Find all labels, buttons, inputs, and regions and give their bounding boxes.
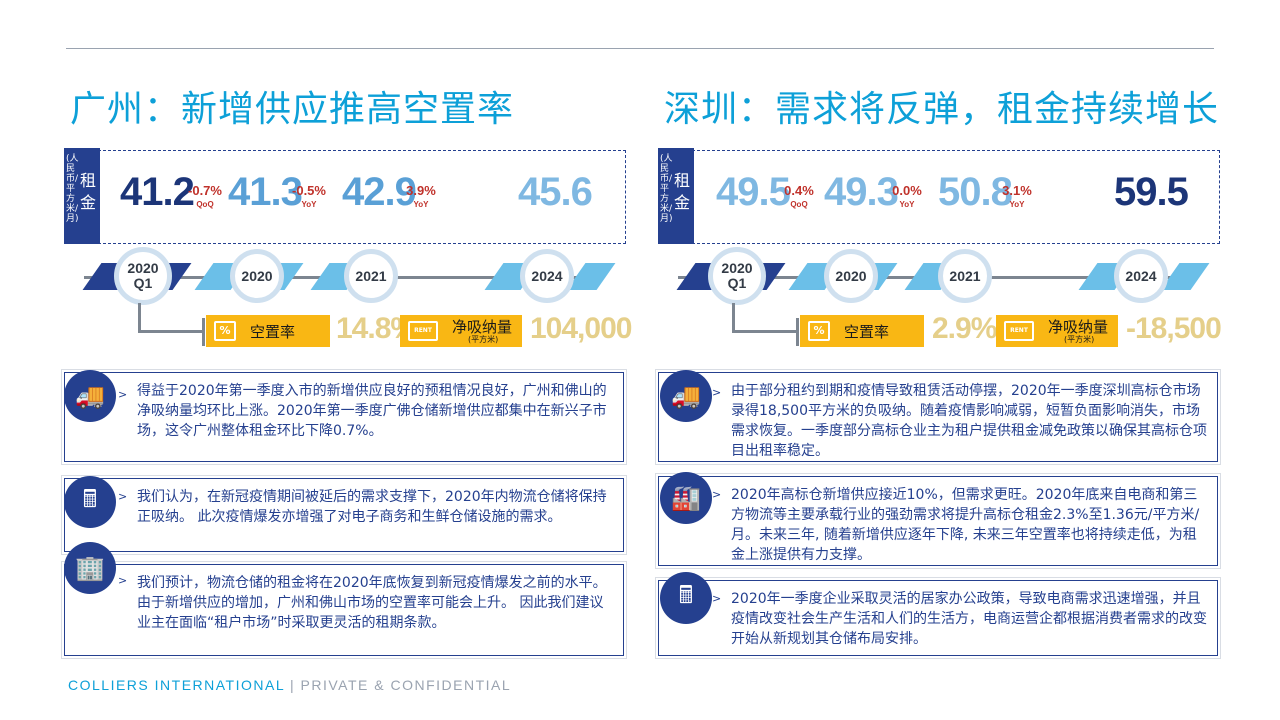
rent-change: -0.5% YoY	[292, 183, 326, 210]
rent-value: 45.6	[518, 170, 593, 214]
guangzhou-panel: 广州：新增供应推高空置率 (人民币/平方米/月) 租金 41.2 -0.7% Qo…	[61, 0, 644, 660]
percent-icon: %	[214, 321, 236, 341]
rent-value: 50.8	[938, 170, 1013, 214]
timeline-node: 2024	[1114, 249, 1168, 303]
chevron-right-icon: >	[118, 388, 128, 401]
text-card: 我们预计，物流仓储的租金将在2020年底恢复到新冠疫情爆发之前的水平。由于新增供…	[61, 561, 627, 659]
rent-change: 0.0% YoY	[892, 183, 922, 210]
timeline-node: 2020 Q1	[114, 247, 172, 305]
absorption-label: 净吸纳量	[1048, 318, 1109, 336]
rent-change: 0.4% QoQ	[784, 183, 814, 210]
top-divider	[66, 48, 1214, 49]
rent-label: 租金	[80, 171, 97, 212]
footer-company: COLLIERS INTERNATIONAL	[68, 677, 285, 693]
text-card: 由于部分租约到期和疫情导致租赁活动停摆，2020年一季度深圳高标仓市场录得18,…	[655, 369, 1221, 465]
absorption-label: 净吸纳量	[452, 318, 513, 336]
calculator-icon: 🖩	[64, 476, 116, 528]
rent-value: 41.2	[120, 170, 195, 214]
absorption-value: -18,500	[1126, 312, 1222, 345]
chevron-right-icon: >	[712, 592, 722, 605]
rent-sign-icon: RENT	[408, 321, 438, 341]
absorption-box: RENT 净吸纳量 (平方米)	[400, 315, 522, 347]
rent-value: 41.3	[228, 170, 303, 214]
rent-value: 59.5	[1114, 170, 1189, 214]
rent-tab: (人民币/平方米/月) 租金	[64, 148, 100, 244]
shenzhen-panel: 深圳：需求将反弹，租金持续增长 (人民币/平方米/月) 租金 49.5 0.4%…	[655, 0, 1238, 660]
rent-unit: (人民币/平方米/月)	[66, 154, 79, 224]
footer-separator: |	[289, 677, 296, 693]
absorption-unit: (平方米)	[468, 335, 499, 344]
bracket	[796, 318, 799, 346]
panel-title: 广州：新增供应推高空置率	[70, 89, 515, 130]
card-text: 我们预计，物流仓储的租金将在2020年底恢复到新冠疫情爆发之前的水平。由于新增供…	[137, 575, 607, 631]
truck-icon: 🚚	[660, 370, 712, 422]
timeline-node: 2021	[344, 249, 398, 303]
rent-change: 3.1% YoY	[1002, 183, 1032, 210]
chevron-right-icon: >	[118, 490, 128, 503]
card-text: 2020年高标仓新增供应接近10%，但需求更旺。2020年底来自电商和第三方物流…	[731, 487, 1200, 563]
panel-title: 深圳：需求将反弹，租金持续增长	[664, 89, 1220, 130]
absorption-unit: (平方米)	[1064, 335, 1095, 344]
footer-confidential: PRIVATE & CONFIDENTIAL	[300, 677, 512, 693]
bracket	[732, 330, 798, 333]
building-icon: 🏢	[64, 542, 116, 594]
text-card: 2020年一季度企业采取灵活的居家办公政策，导致电商需求迅速增强，并且疫情改变社…	[655, 577, 1221, 659]
card-text: 我们认为，在新冠疫情期间被延后的需求支撑下，2020年内物流仓储将保持正吸纳。 …	[137, 489, 607, 525]
timeline-node: 2020	[824, 249, 878, 303]
card-text: 由于部分租约到期和疫情导致租赁活动停摆，2020年一季度深圳高标仓市场录得18,…	[731, 383, 1207, 459]
warehouse-icon: 🏭	[660, 472, 712, 524]
calculator-icon: 🖩	[660, 572, 712, 624]
rent-value: 49.3	[824, 170, 899, 214]
rent-label: 租金	[674, 171, 691, 212]
timeline-node: 2020 Q1	[708, 247, 766, 305]
bracket	[732, 303, 735, 333]
footer: COLLIERS INTERNATIONAL | PRIVATE & CONFI…	[68, 677, 511, 693]
chevron-right-icon: >	[712, 386, 722, 399]
rent-sign-icon: RENT	[1004, 321, 1034, 341]
absorption-value: 104,000	[530, 312, 632, 345]
vacancy-box: % 空置率	[800, 315, 924, 347]
vacancy-label: 空置率	[844, 323, 890, 341]
bracket	[138, 330, 204, 333]
rent-value: 49.5	[716, 170, 791, 214]
rent-unit: (人民币/平方米/月)	[660, 154, 673, 224]
text-card: 2020年高标仓新增供应接近10%，但需求更旺。2020年底来自电商和第三方物流…	[655, 473, 1221, 569]
chevron-right-icon: >	[712, 488, 722, 501]
card-text: 2020年一季度企业采取灵活的居家办公政策，导致电商需求迅速增强，并且疫情改变社…	[731, 591, 1207, 647]
rent-change: -0.7% QoQ	[188, 183, 222, 210]
card-text: 得益于2020年第一季度入市的新增供应良好的预租情况良好，广州和佛山的净吸纳量均…	[137, 383, 607, 439]
timeline-node: 2020	[230, 249, 284, 303]
timeline-node: 2021	[938, 249, 992, 303]
truck-icon: 🚚	[64, 370, 116, 422]
bracket	[138, 303, 141, 333]
vacancy-label: 空置率	[250, 323, 296, 341]
vacancy-value: 2.9%	[932, 312, 997, 345]
chevron-right-icon: >	[118, 574, 128, 587]
bracket	[202, 318, 205, 346]
vacancy-box: % 空置率	[206, 315, 330, 347]
timeline-node: 2024	[520, 249, 574, 303]
text-card: 得益于2020年第一季度入市的新增供应良好的预租情况良好，广州和佛山的净吸纳量均…	[61, 369, 627, 465]
rent-tab: (人民币/平方米/月) 租金	[658, 148, 694, 244]
rent-value: 42.9	[342, 170, 417, 214]
absorption-box: RENT 净吸纳量 (平方米)	[996, 315, 1118, 347]
rent-change: 3.9% YoY	[406, 183, 436, 210]
percent-icon: %	[808, 321, 830, 341]
text-card: 我们认为，在新冠疫情期间被延后的需求支撑下，2020年内物流仓储将保持正吸纳。 …	[61, 475, 627, 555]
